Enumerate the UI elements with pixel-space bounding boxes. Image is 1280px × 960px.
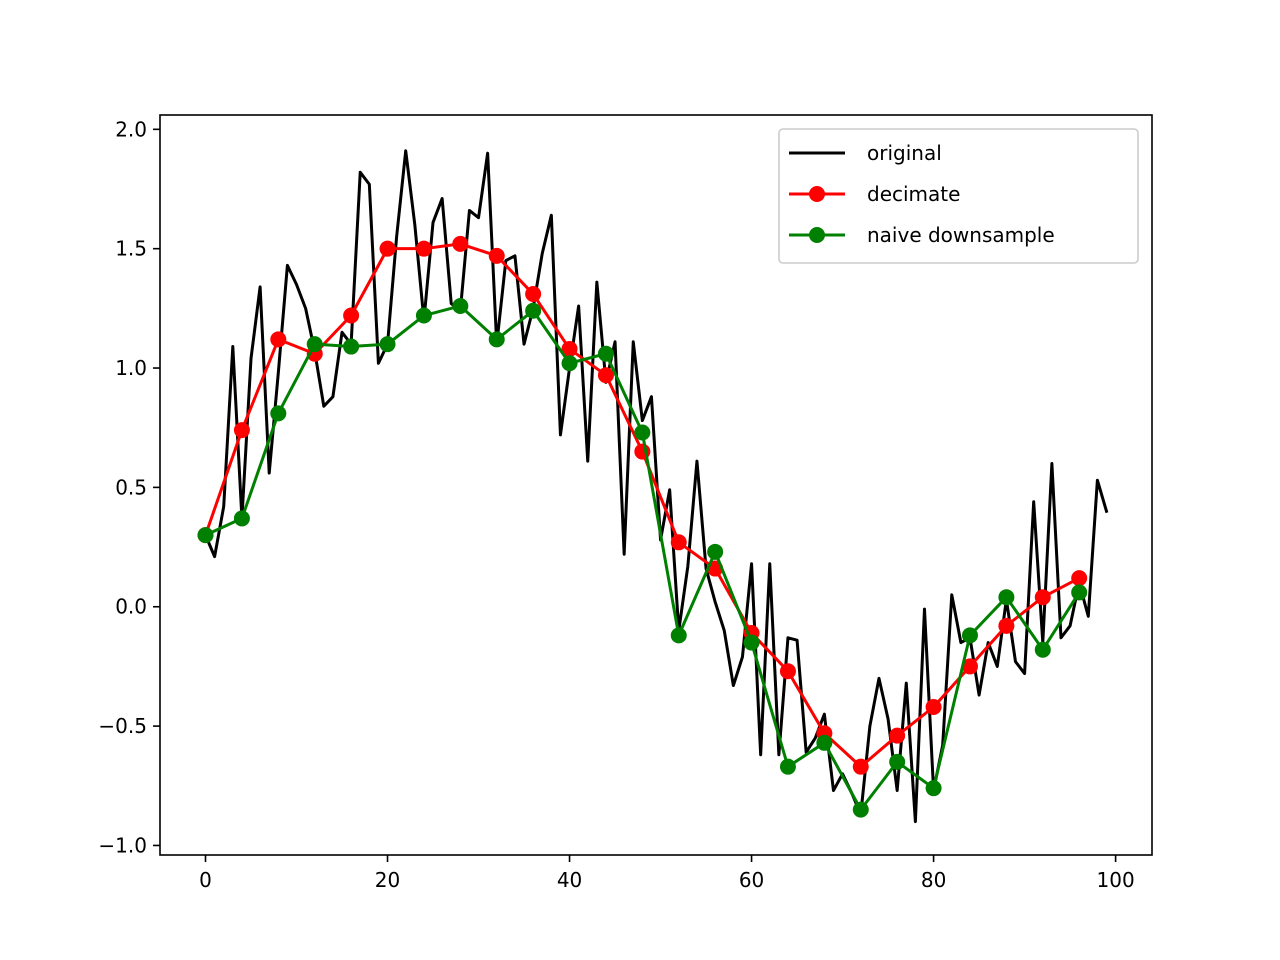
data-point-naive-downsample: [743, 634, 760, 651]
x-tick-label: 60: [739, 868, 764, 892]
data-point-decimate: [998, 617, 1015, 634]
data-point-decimate: [1034, 589, 1051, 606]
data-point-naive-downsample: [889, 753, 906, 770]
data-point-decimate: [415, 240, 432, 257]
legend-label-naive-downsample: naive downsample: [867, 223, 1055, 247]
data-point-decimate: [1071, 570, 1088, 587]
data-point-naive-downsample: [233, 510, 250, 527]
data-point-naive-downsample: [998, 589, 1015, 606]
data-point-decimate: [233, 422, 250, 439]
data-point-naive-downsample: [707, 543, 724, 560]
data-point-naive-downsample: [779, 758, 796, 775]
data-point-naive-downsample: [961, 627, 978, 644]
legend-label-original: original: [867, 141, 942, 165]
data-point-decimate: [452, 235, 469, 252]
data-point-decimate: [889, 727, 906, 744]
legend-marker-decimate: [809, 186, 825, 202]
plot-frame: [159, 114, 1153, 856]
x-tick-label: 40: [557, 868, 582, 892]
y-tick-label: 1.5: [115, 237, 147, 261]
y-tick-label: 2.0: [115, 117, 147, 141]
data-point-naive-downsample: [270, 405, 287, 422]
data-point-naive-downsample: [1071, 584, 1088, 601]
x-tick-label: 100: [1097, 868, 1135, 892]
data-point-naive-downsample: [561, 355, 578, 372]
data-point-decimate: [925, 699, 942, 715]
data-point-naive-downsample: [525, 302, 542, 319]
series-line-original: [203, 149, 1109, 824]
data-point-naive-downsample: [852, 801, 869, 818]
data-point-naive-downsample: [816, 734, 833, 751]
axes-layer: 0 20 40 60 80 100 −1.0 −0.5 0.0 0.5 1.0 1.5 2.0: [98, 117, 1134, 892]
x-tick-label: 0: [199, 868, 212, 892]
data-point-naive-downsample: [1034, 641, 1051, 658]
legend-label-decimate: decimate: [867, 182, 960, 206]
data-point-decimate: [379, 240, 396, 257]
y-tick-label: 0.5: [115, 475, 147, 499]
data-point-naive-downsample: [925, 780, 942, 797]
data-point-naive-downsample: [379, 336, 396, 353]
y-tick-label: −1.0: [98, 833, 147, 857]
data-point-naive-downsample: [415, 307, 432, 324]
data-point-naive-downsample: [197, 527, 214, 544]
data-point-naive-downsample: [488, 331, 505, 348]
data-point-naive-downsample: [597, 345, 614, 362]
data-point-decimate: [852, 758, 869, 775]
x-tick-label: 20: [375, 868, 400, 892]
data-point-decimate: [961, 658, 978, 675]
data-point-decimate: [597, 367, 614, 384]
legend-marker-naive-downsample: [809, 227, 825, 243]
data-point-decimate: [670, 534, 687, 551]
x-tick-label: 80: [921, 868, 946, 892]
legend-box: [778, 128, 1139, 264]
y-tick-label: 1.0: [115, 356, 147, 380]
data-point-decimate: [561, 340, 578, 357]
data-point-decimate: [779, 663, 796, 680]
data-point-decimate: [488, 247, 505, 264]
legend: original decimate naive downsample: [778, 128, 1139, 264]
data-point-naive-downsample: [306, 336, 323, 353]
data-point-naive-downsample: [452, 297, 469, 314]
data-point-decimate: [525, 286, 542, 303]
data-point-naive-downsample: [634, 424, 651, 441]
data-point-naive-downsample: [670, 627, 687, 644]
data-point-decimate: [343, 307, 360, 324]
y-tick-label: −0.5: [98, 714, 147, 738]
y-tick-label: 0.0: [115, 595, 147, 619]
data-point-decimate: [270, 331, 287, 348]
data-point-naive-downsample: [343, 338, 360, 355]
series-layer: [197, 149, 1109, 824]
